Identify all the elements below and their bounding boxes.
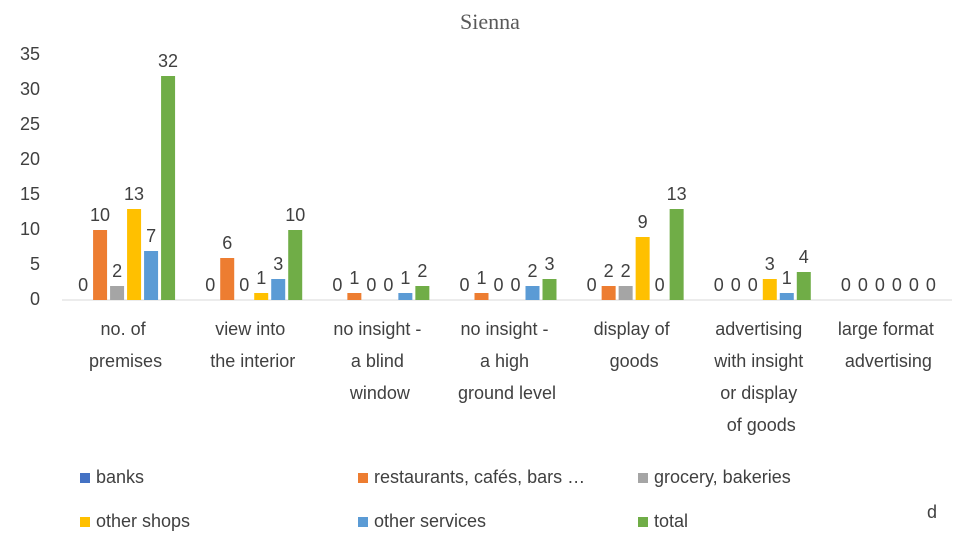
bar [398,293,413,300]
data-label: 0 [78,275,88,295]
data-label: 0 [459,275,469,295]
data-label: 13 [124,184,144,204]
data-label: 6 [222,233,232,253]
bar [93,230,108,300]
legend-swatch [638,473,648,483]
legend-swatch [80,473,90,483]
data-label: 0 [858,275,868,295]
data-label: 0 [875,275,885,295]
y-tick-label: 30 [20,79,40,99]
x-tick-label: no insight - a high ground level [458,319,556,403]
data-label: 2 [621,261,631,281]
bar [220,258,235,300]
data-label: 2 [527,261,537,281]
legend-swatch [358,517,368,527]
data-label: 0 [926,275,936,295]
data-label: 0 [909,275,919,295]
bar [669,209,684,300]
data-label: 2 [112,261,122,281]
bar [542,279,557,300]
bar [635,237,650,300]
y-tick-label: 0 [30,289,40,309]
chart-title: Sienna [460,9,520,34]
legend-label: other shops [96,511,190,531]
x-tick-label: display of goods [594,319,675,371]
bar [347,293,362,300]
data-label: 10 [285,205,305,225]
data-label: 10 [90,205,110,225]
legend-swatch [358,473,368,483]
data-label: 0 [383,275,393,295]
data-label: 0 [748,275,758,295]
y-tick-label: 25 [20,114,40,134]
bar [525,286,540,300]
data-label: 3 [544,254,554,274]
x-tick-label: advertising with insight or display of g… [713,319,808,435]
data-label: 13 [667,184,687,204]
bar [474,293,489,300]
data-label: 0 [841,275,851,295]
data-label: 0 [239,275,249,295]
data-label: 3 [273,254,283,274]
bar [618,286,633,300]
data-label: 2 [417,261,427,281]
bar [254,293,269,300]
data-label: 0 [366,275,376,295]
data-label: 7 [146,226,156,246]
y-tick-label: 20 [20,149,40,169]
legend-label: restaurants, cafés, bars … [374,467,585,487]
y-tick-label: 10 [20,219,40,239]
data-label: 0 [332,275,342,295]
y-tick-label: 5 [30,254,40,274]
data-label: 0 [205,275,215,295]
bar [144,251,159,300]
y-tick-label: 35 [20,44,40,64]
data-label: 0 [510,275,520,295]
annotation: d [927,502,937,522]
legend-label: grocery, bakeries [654,467,791,487]
data-label: 0 [493,275,503,295]
data-label: 1 [476,268,486,288]
data-label: 0 [587,275,597,295]
data-label: 1 [782,268,792,288]
data-label: 9 [638,212,648,232]
bar [110,286,125,300]
x-tick-label: large format advertising [838,319,939,371]
legend-label: total [654,511,688,531]
bar [601,286,616,300]
bar [161,76,176,300]
data-label: 3 [765,254,775,274]
data-label: 0 [731,275,741,295]
bar [127,209,142,300]
data-label: 1 [256,268,266,288]
legend-label: banks [96,467,144,487]
data-label: 2 [604,261,614,281]
legend-swatch [80,517,90,527]
x-tick-label: no. of premises [89,319,162,371]
legend-swatch [638,517,648,527]
bar [762,279,777,300]
legend-label: other services [374,511,486,531]
x-tick-label: no insight - a blind window [333,319,426,403]
data-label: 32 [158,51,178,71]
bar [779,293,794,300]
data-label: 1 [400,268,410,288]
y-tick-label: 15 [20,184,40,204]
data-label: 1 [349,268,359,288]
data-label: 0 [655,275,665,295]
x-tick-label: view into the interior [210,319,295,371]
bar [271,279,286,300]
bar [415,286,430,300]
data-label: 0 [892,275,902,295]
bar [288,230,303,300]
data-label: 0 [714,275,724,295]
data-label: 4 [799,247,809,267]
bar [796,272,811,300]
